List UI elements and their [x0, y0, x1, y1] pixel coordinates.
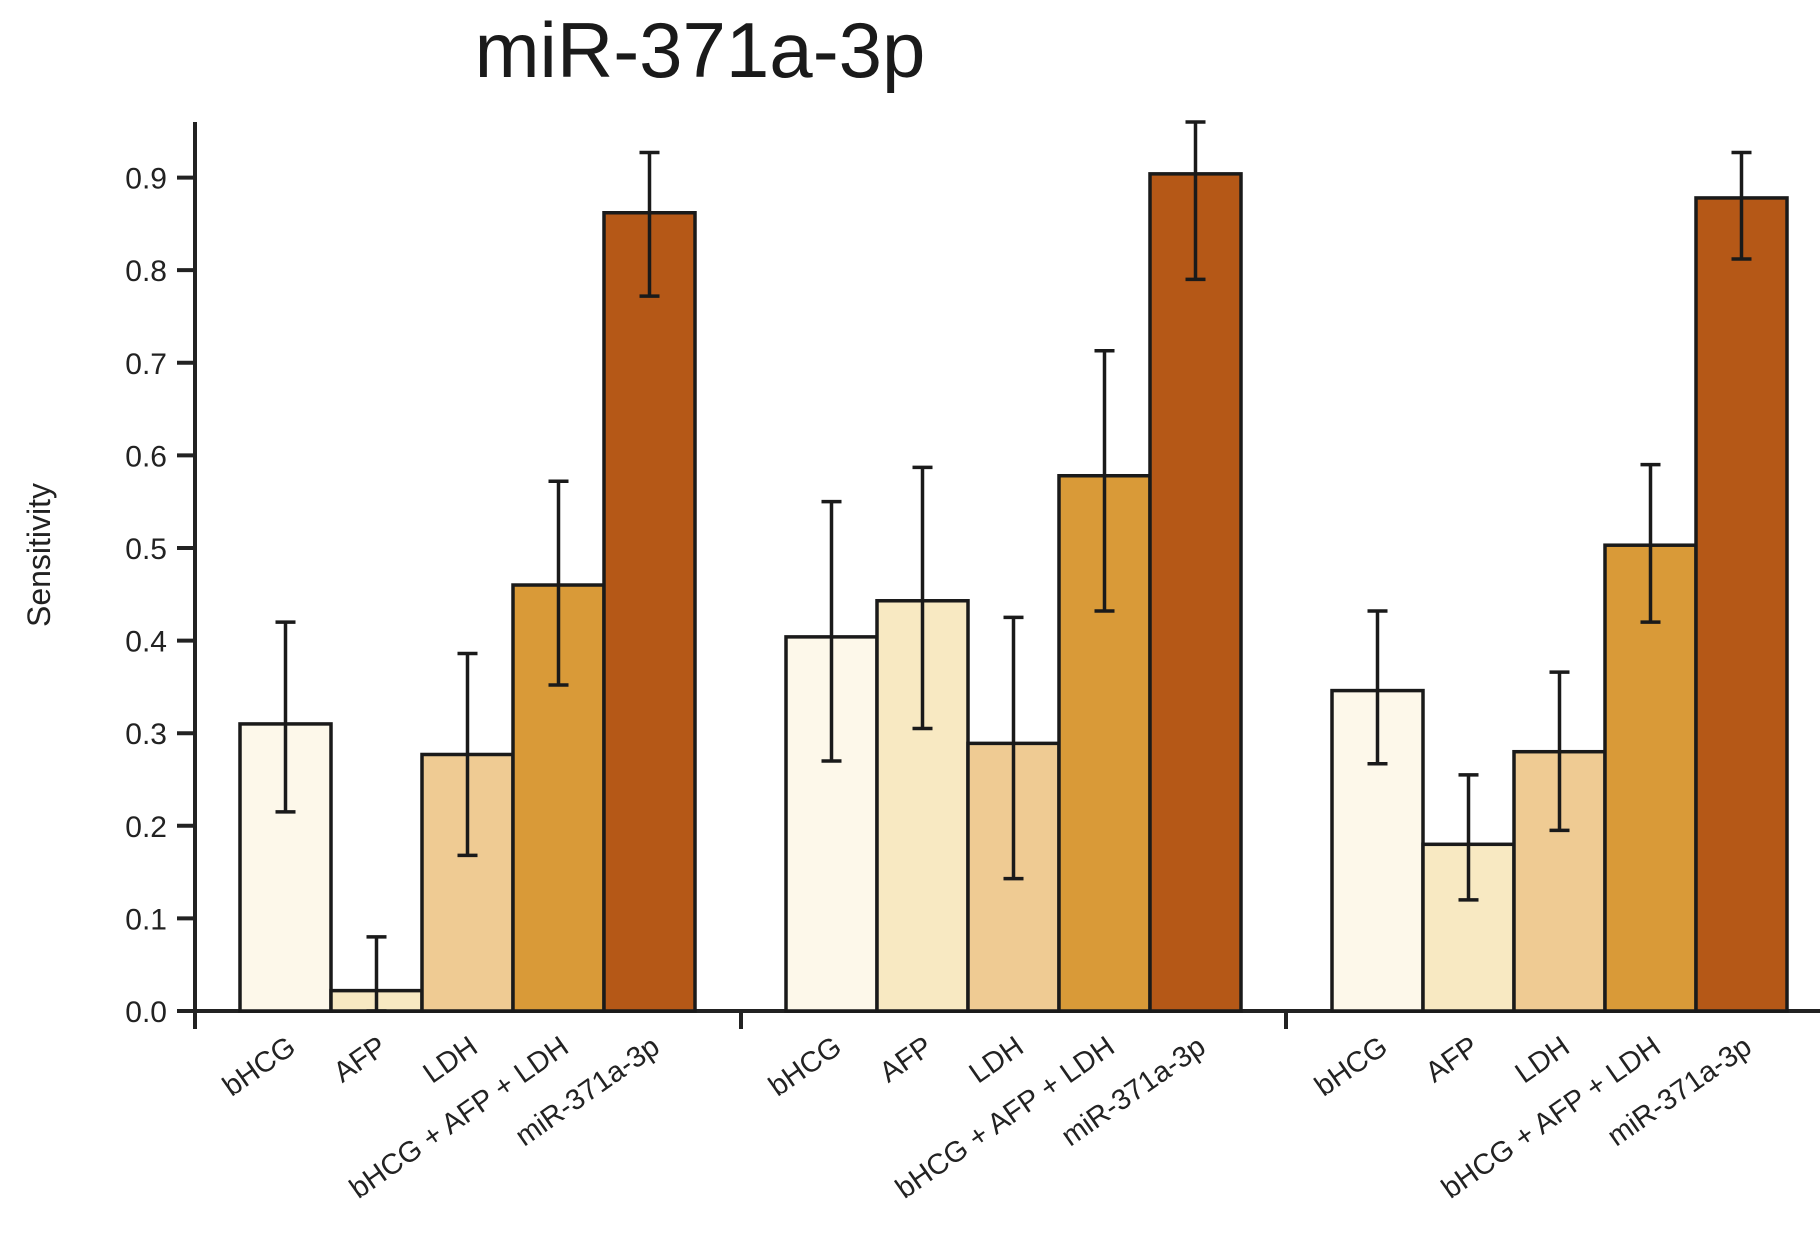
y-tick-label: 0.5	[125, 533, 167, 566]
y-tick-label: 0.3	[125, 718, 167, 751]
x-tick-label: AFP	[1420, 1031, 1485, 1090]
chart-title: miR-371a-3p	[474, 6, 926, 94]
x-tick-label: LDH	[964, 1031, 1030, 1090]
x-tick-label: LDH	[418, 1031, 484, 1090]
y-tick-label: 0.2	[125, 811, 167, 844]
x-tick-label: AFP	[328, 1031, 393, 1090]
x-tick-label: LDH	[1510, 1031, 1576, 1090]
y-tick-label: 0.0	[125, 996, 167, 1029]
y-axis-label: Sensitivity	[21, 483, 57, 627]
bar	[1694, 196, 1789, 1013]
y-tick-label: 0.9	[125, 163, 167, 196]
x-tick-label: bHCG	[763, 1031, 847, 1103]
x-tick-label: bHCG	[1309, 1031, 1393, 1103]
bar	[784, 635, 879, 1013]
x-tick-label: AFP	[874, 1031, 939, 1090]
y-tick-label: 0.1	[125, 903, 167, 936]
bar	[1148, 172, 1243, 1013]
bar	[602, 211, 697, 1013]
y-tick-label: 0.6	[125, 440, 167, 473]
y-tick-label: 0.4	[125, 626, 167, 659]
y-tick-label: 0.8	[125, 255, 167, 288]
x-tick-label: bHCG	[217, 1031, 301, 1103]
y-tick-label: 0.7	[125, 348, 167, 381]
